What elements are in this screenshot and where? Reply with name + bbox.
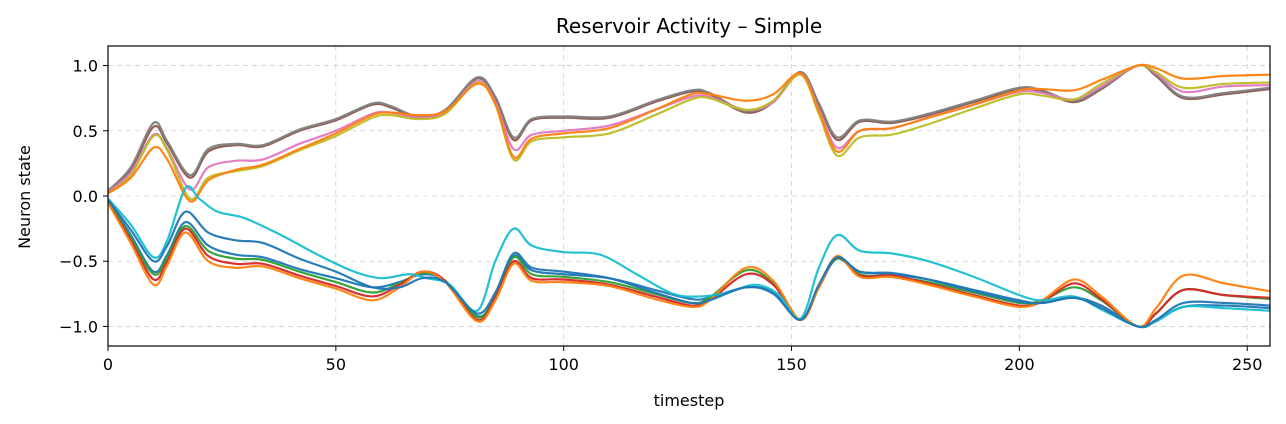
y-tick-label: 1.0	[73, 57, 98, 76]
series-line-9	[108, 201, 1270, 328]
x-tick-label: 250	[1232, 355, 1263, 374]
x-tick-label: 100	[548, 355, 579, 374]
series-line-11	[108, 198, 1270, 328]
x-tick-label: 50	[326, 355, 346, 374]
x-axis: 0 50 100 150 200 250	[103, 346, 1263, 374]
series-line-4	[108, 64, 1270, 201]
series-line-10	[108, 185, 1270, 329]
series-layer	[108, 63, 1270, 329]
x-tick-label: 200	[1004, 355, 1035, 374]
series-line-2	[108, 64, 1270, 192]
series-line-8	[108, 201, 1270, 328]
y-tick-label: −0.5	[59, 252, 98, 271]
x-tick-label: 0	[103, 355, 113, 374]
x-axis-label: timestep	[654, 391, 725, 410]
y-axis-label: Neuron state	[15, 145, 34, 249]
x-tick-label: 150	[776, 355, 807, 374]
grid	[107, 46, 1270, 346]
y-axis: 1.0 0.5 0.0 −0.5 −1.0	[59, 57, 108, 336]
y-tick-label: 0.5	[73, 122, 98, 141]
y-tick-label: 0.0	[73, 187, 98, 206]
y-tick-label: −1.0	[59, 317, 98, 336]
series-line-5	[108, 63, 1270, 203]
chart-title: Reservoir Activity – Simple	[556, 14, 822, 38]
